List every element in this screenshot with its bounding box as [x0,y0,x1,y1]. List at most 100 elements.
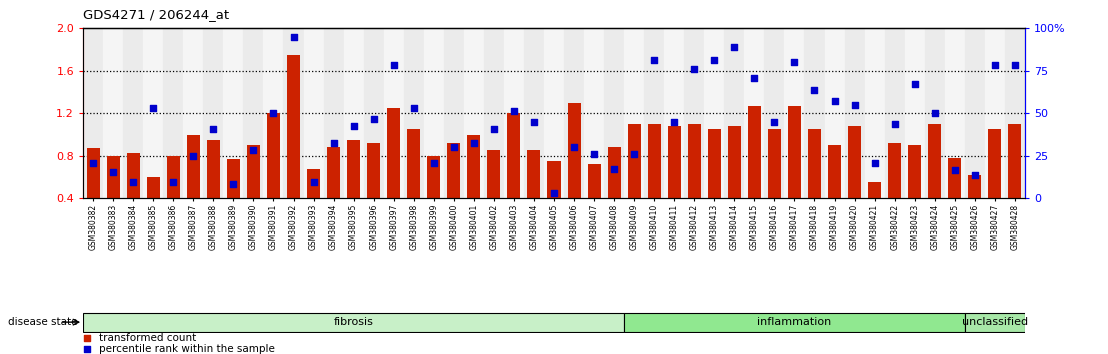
Bar [227,159,240,198]
Bar [544,28,564,198]
Point [525,119,543,125]
Point [424,160,442,166]
Bar [668,126,680,198]
Bar [925,28,945,198]
Bar [904,28,925,198]
Bar [627,124,640,198]
Bar [264,28,284,198]
Point [906,81,924,86]
Point [304,196,321,201]
Bar [725,28,745,198]
Bar [163,28,183,198]
Point [565,144,583,150]
Point [666,119,684,125]
Bar [284,28,304,198]
Bar [848,126,861,198]
Point [746,75,763,81]
Point [384,63,402,68]
Bar [383,28,403,198]
Bar [347,140,360,198]
Bar [965,28,985,198]
Bar [146,177,160,198]
Bar [167,156,179,198]
Bar [247,145,260,198]
Bar [183,28,204,198]
Bar [547,161,561,198]
Bar [945,28,965,198]
Bar [123,28,143,198]
Bar [624,28,644,198]
Bar [648,124,660,198]
Point [345,123,362,129]
Point [986,63,1004,68]
Bar [304,28,324,198]
Bar [705,28,725,198]
Bar [824,28,844,198]
Point [365,116,382,121]
Point [966,172,984,178]
Point [545,190,563,196]
Bar [444,28,464,198]
Point [465,140,483,146]
FancyBboxPatch shape [965,313,1025,332]
Bar [367,143,380,198]
Bar [708,129,721,198]
Bar [448,143,460,198]
Point [946,167,964,172]
Point [104,169,122,175]
Point [445,144,463,150]
Bar [363,28,383,198]
Bar [968,175,982,198]
Text: percentile rank within the sample: percentile rank within the sample [99,344,275,354]
Point [124,179,142,185]
Bar [828,145,841,198]
Point [164,179,182,185]
Bar [143,28,163,198]
Bar [985,28,1005,198]
Bar [584,28,604,198]
Bar [788,106,801,198]
Bar [83,28,103,198]
Point [225,182,243,187]
FancyBboxPatch shape [83,313,624,332]
Point [485,126,503,132]
Bar [688,124,700,198]
Bar [488,150,501,198]
Text: inflammation: inflammation [758,317,832,327]
Point [726,45,743,50]
Point [786,59,803,65]
Bar [768,129,781,198]
Point [205,126,223,132]
Bar [868,182,881,198]
Bar [86,148,100,198]
Bar [428,156,440,198]
Bar [988,129,1002,198]
Point [1006,63,1024,68]
Bar [748,106,761,198]
Point [144,105,162,111]
Bar [126,153,140,198]
Point [305,179,322,185]
Bar [604,28,624,198]
Point [285,34,302,40]
Bar [844,28,864,198]
Text: transformed count: transformed count [99,333,196,343]
Bar [1008,124,1022,198]
Bar [403,28,423,198]
Bar [745,28,765,198]
Bar [607,147,620,198]
Bar [307,169,320,198]
Point [825,98,843,103]
Bar [224,28,244,198]
Bar [527,150,541,198]
Bar [889,143,901,198]
Bar [948,158,962,198]
Point [184,153,202,159]
Bar [504,28,524,198]
Bar [524,28,544,198]
Bar [685,28,705,198]
Point [926,110,944,116]
Point [304,292,321,298]
Bar [765,28,784,198]
Point [865,160,883,166]
